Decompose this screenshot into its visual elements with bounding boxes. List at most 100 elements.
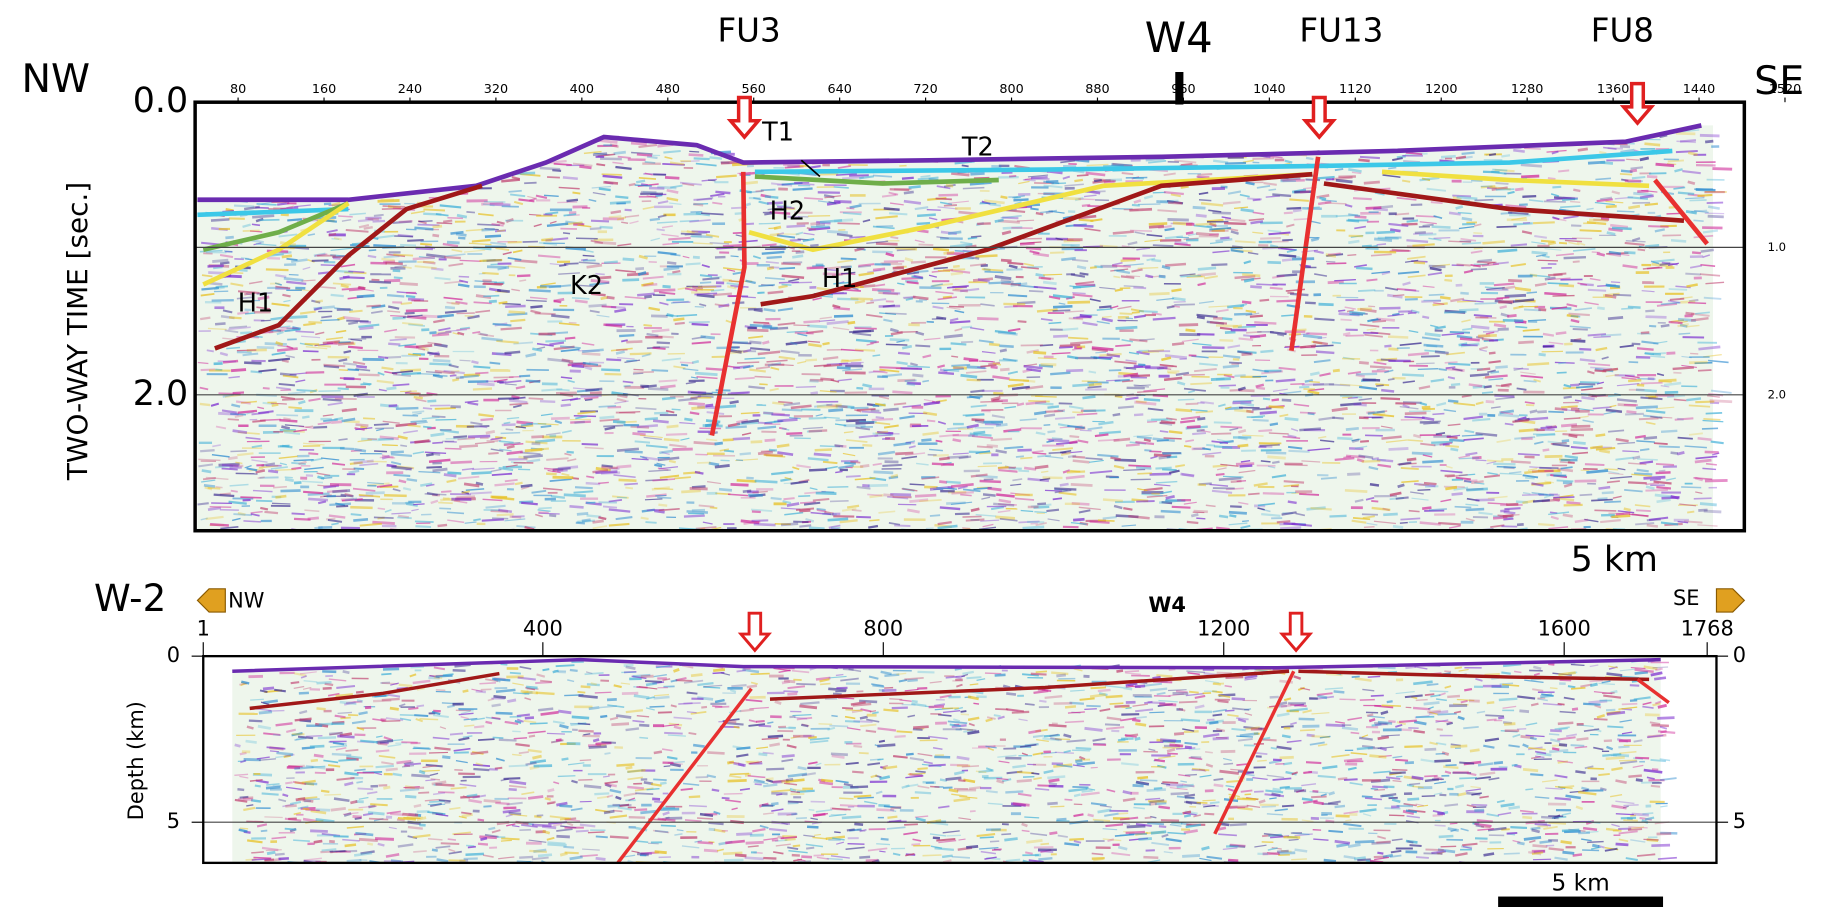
- reflector: [426, 466, 442, 469]
- reflector: [769, 387, 779, 392]
- reflector: [1461, 434, 1483, 437]
- reflector: [1282, 435, 1301, 440]
- reflector: [1133, 384, 1150, 388]
- reflector: [1535, 253, 1546, 258]
- reflector: [1495, 188, 1515, 191]
- reflector: [1674, 168, 1683, 173]
- reflector: [771, 470, 794, 476]
- reflector: [871, 417, 894, 422]
- reflector: [977, 317, 999, 321]
- reflector: [1352, 517, 1371, 521]
- reflector: [1238, 337, 1254, 342]
- reflector: [691, 405, 706, 410]
- reflector: [1272, 388, 1288, 392]
- reflector: [1283, 484, 1300, 488]
- reflector: [496, 513, 514, 517]
- reflector: [1455, 155, 1467, 160]
- reflector: [1344, 306, 1356, 310]
- reflector: [1048, 451, 1067, 454]
- reflector: [922, 379, 930, 383]
- reflector: [869, 494, 884, 499]
- reflector: [1507, 313, 1517, 318]
- reflector: [759, 383, 768, 386]
- reflector: [412, 410, 425, 414]
- reflector: [1655, 162, 1675, 168]
- reflector: [695, 162, 717, 167]
- reflector: [591, 185, 612, 189]
- reflector: [577, 519, 595, 523]
- reflector: [1210, 377, 1231, 381]
- reflector: [307, 233, 316, 237]
- reflector: [1086, 163, 1109, 167]
- reflector: [545, 432, 561, 436]
- reflector: [1218, 514, 1229, 519]
- reflector: [833, 306, 850, 311]
- reflector: [979, 479, 1001, 484]
- reflector: [1463, 415, 1484, 421]
- reflector: [1527, 467, 1538, 471]
- reflector: [993, 502, 1015, 507]
- reflector: [317, 421, 332, 426]
- reflector: [645, 478, 668, 482]
- reflector: [1625, 412, 1644, 416]
- reflector: [491, 437, 502, 442]
- reflector: [1430, 378, 1445, 383]
- reflector: [1329, 514, 1347, 518]
- reflector: [315, 331, 325, 336]
- reflector: [1155, 466, 1172, 470]
- reflector: [732, 436, 751, 441]
- reflector: [1600, 333, 1622, 337]
- reflector: [1372, 320, 1387, 323]
- reflector: [840, 257, 857, 261]
- reflector: [481, 336, 503, 342]
- reflector: [223, 250, 233, 253]
- reflector: [596, 163, 606, 167]
- reflector: [1136, 400, 1147, 404]
- reflector: [1705, 411, 1723, 415]
- reflector: [214, 322, 226, 326]
- reflector: [355, 427, 373, 431]
- reflector: [1562, 197, 1578, 202]
- reflector: [1611, 190, 1621, 195]
- reflector: [371, 310, 383, 314]
- reflector: [1180, 472, 1195, 478]
- reflector: [304, 509, 320, 513]
- reflector: [459, 326, 470, 330]
- reflector: [1245, 309, 1257, 314]
- reflector: [1406, 239, 1429, 243]
- reflector: [290, 258, 308, 263]
- reflector: [749, 323, 773, 328]
- reflector: [1703, 296, 1722, 300]
- reflector: [1236, 480, 1247, 482]
- reflector: [530, 447, 550, 452]
- reflector: [1544, 276, 1556, 281]
- reflector: [626, 359, 637, 362]
- reflector: [1209, 321, 1228, 325]
- reflector: [1227, 190, 1242, 195]
- reflector: [1465, 507, 1485, 512]
- reflector: [562, 232, 571, 235]
- reflector: [612, 495, 629, 499]
- reflector: [222, 209, 235, 213]
- reflector: [1563, 395, 1572, 399]
- reflector: [672, 269, 681, 274]
- reflector: [1280, 526, 1302, 530]
- reflector: [1196, 313, 1218, 318]
- reflector: [778, 400, 793, 404]
- reflector: [1200, 429, 1211, 433]
- reflector: [1067, 454, 1077, 459]
- reflector: [1259, 410, 1277, 415]
- reflector: [1283, 211, 1293, 215]
- reflector: [512, 404, 522, 409]
- reflector: [1063, 196, 1082, 201]
- reflector: [1117, 405, 1134, 410]
- reflector: [682, 255, 690, 259]
- reflector: [1007, 383, 1024, 388]
- reflector: [947, 426, 970, 430]
- reflector: [358, 493, 381, 498]
- reflector: [602, 505, 618, 509]
- reflector: [1399, 521, 1408, 524]
- reflector: [1161, 501, 1173, 505]
- reflector: [502, 302, 521, 306]
- reflector: [1608, 252, 1622, 258]
